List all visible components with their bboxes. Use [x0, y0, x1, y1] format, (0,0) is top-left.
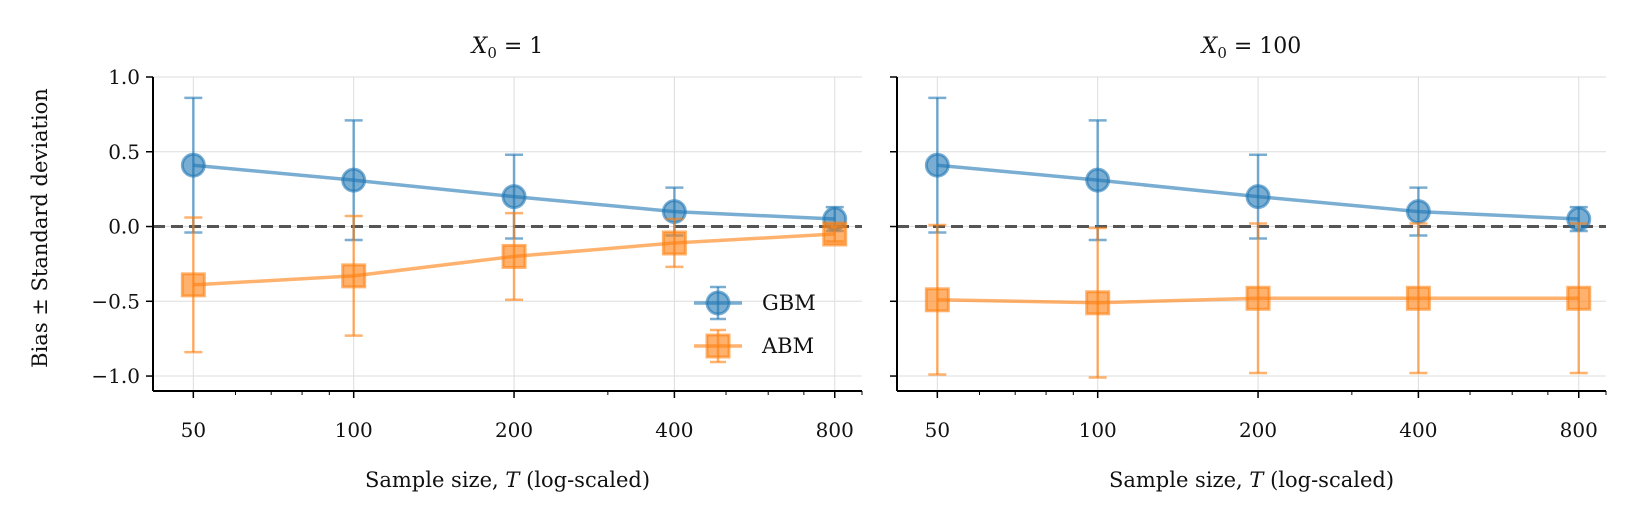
x-axis-label: Sample size, T (log-scaled): [1109, 468, 1394, 492]
series-gbm: [924, 96, 1592, 242]
data-point: [341, 263, 367, 289]
x-tick-label: 400: [655, 418, 693, 442]
y-tick-label: 1.0: [108, 65, 140, 89]
data-point: [822, 221, 848, 247]
x-axis-label: Sample size, T (log-scaled): [365, 468, 650, 492]
panel-x0-100: X0 = 100 50 100 200 400 800 Sample size, T (lo…: [890, 34, 1607, 492]
y-tick-label: −1.0: [91, 364, 140, 388]
legend-item-gbm: [694, 285, 742, 321]
panel-title: X0 = 1: [470, 34, 544, 62]
legend-label: ABM: [761, 334, 814, 358]
series-abm: [924, 222, 1592, 379]
data-point: [924, 152, 950, 178]
data-point: [501, 243, 527, 269]
x-tick-label: 100: [335, 418, 373, 442]
data-point: [180, 272, 206, 298]
legend-item-abm: [694, 328, 742, 364]
data-point: [1085, 290, 1111, 316]
x-tick-label: 400: [1399, 418, 1437, 442]
data-point: [341, 167, 367, 193]
series-abm: [180, 211, 848, 354]
y-tick-label: 0.0: [108, 215, 140, 239]
panel-title: X0 = 100: [1200, 34, 1302, 62]
data-point: [1405, 285, 1431, 311]
legend-label: GBM: [762, 291, 816, 315]
y-tick-label: −0.5: [91, 289, 140, 313]
legend: GBM ABM: [694, 285, 816, 364]
panel-x0-1: X0 = 1 1.0 0.5 0.0 −0.5 −1.0 50 100 200 400 800 Sam…: [91, 34, 863, 492]
data-point: [1085, 167, 1111, 193]
data-point: [1566, 285, 1592, 311]
data-point: [1245, 184, 1271, 210]
y-axis-label: Bias ± Standard deviation: [28, 88, 52, 368]
data-point: [1245, 285, 1271, 311]
x-tick-label: 800: [816, 418, 854, 442]
data-point: [1405, 199, 1431, 225]
x-tick-label: 50: [925, 418, 950, 442]
legend-marker: [705, 290, 731, 316]
x-tick-label: 200: [1239, 418, 1277, 442]
x-tick-label: 200: [495, 418, 533, 442]
legend-marker: [705, 333, 731, 359]
data-point: [180, 152, 206, 178]
x-tick-label: 100: [1079, 418, 1117, 442]
y-tick-label: 0.5: [108, 140, 140, 164]
data-point: [924, 287, 950, 313]
data-point: [661, 230, 687, 256]
x-tick-label: 50: [181, 418, 206, 442]
data-point: [501, 184, 527, 210]
x-tick-label: 800: [1560, 418, 1598, 442]
